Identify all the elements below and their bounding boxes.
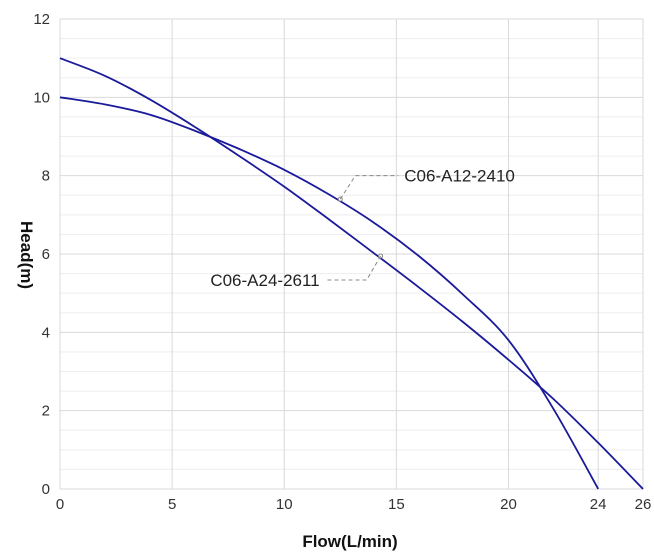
y-axis-label: Head(m) xyxy=(17,221,36,289)
annotation-label: C06-A24-2611 xyxy=(210,271,319,290)
x-axis-label: Flow(L/min) xyxy=(302,532,397,551)
series-line-2 xyxy=(59,57,644,490)
y-tick-label: 0 xyxy=(42,481,50,498)
x-tick-label: 0 xyxy=(56,496,64,513)
annotation-label: C06-A12-2410 xyxy=(404,167,515,186)
grid xyxy=(59,18,644,490)
annotation-leader xyxy=(325,255,382,281)
series-line-1 xyxy=(59,96,599,490)
y-tick-label: 4 xyxy=(42,324,50,341)
x-tick-label: 24 xyxy=(590,496,607,513)
x-tick-label: 5 xyxy=(168,496,176,513)
y-tick-label: 2 xyxy=(42,403,50,420)
y-tick-label: 8 xyxy=(42,168,50,185)
y-tick-label: 6 xyxy=(42,246,50,263)
x-tick-label: 15 xyxy=(388,496,405,513)
y-tick-label: 12 xyxy=(33,11,50,28)
y-tick-label: 10 xyxy=(33,89,50,106)
series-group xyxy=(59,57,644,490)
x-tick-label: 26 xyxy=(635,496,652,513)
x-tick-label: 10 xyxy=(276,496,293,513)
x-tick-label: 20 xyxy=(500,496,517,513)
annotations: C06-A12-2410 C06-A24-2611 xyxy=(210,167,515,290)
annotation-leader xyxy=(339,175,399,200)
annotation-marker xyxy=(378,253,384,259)
